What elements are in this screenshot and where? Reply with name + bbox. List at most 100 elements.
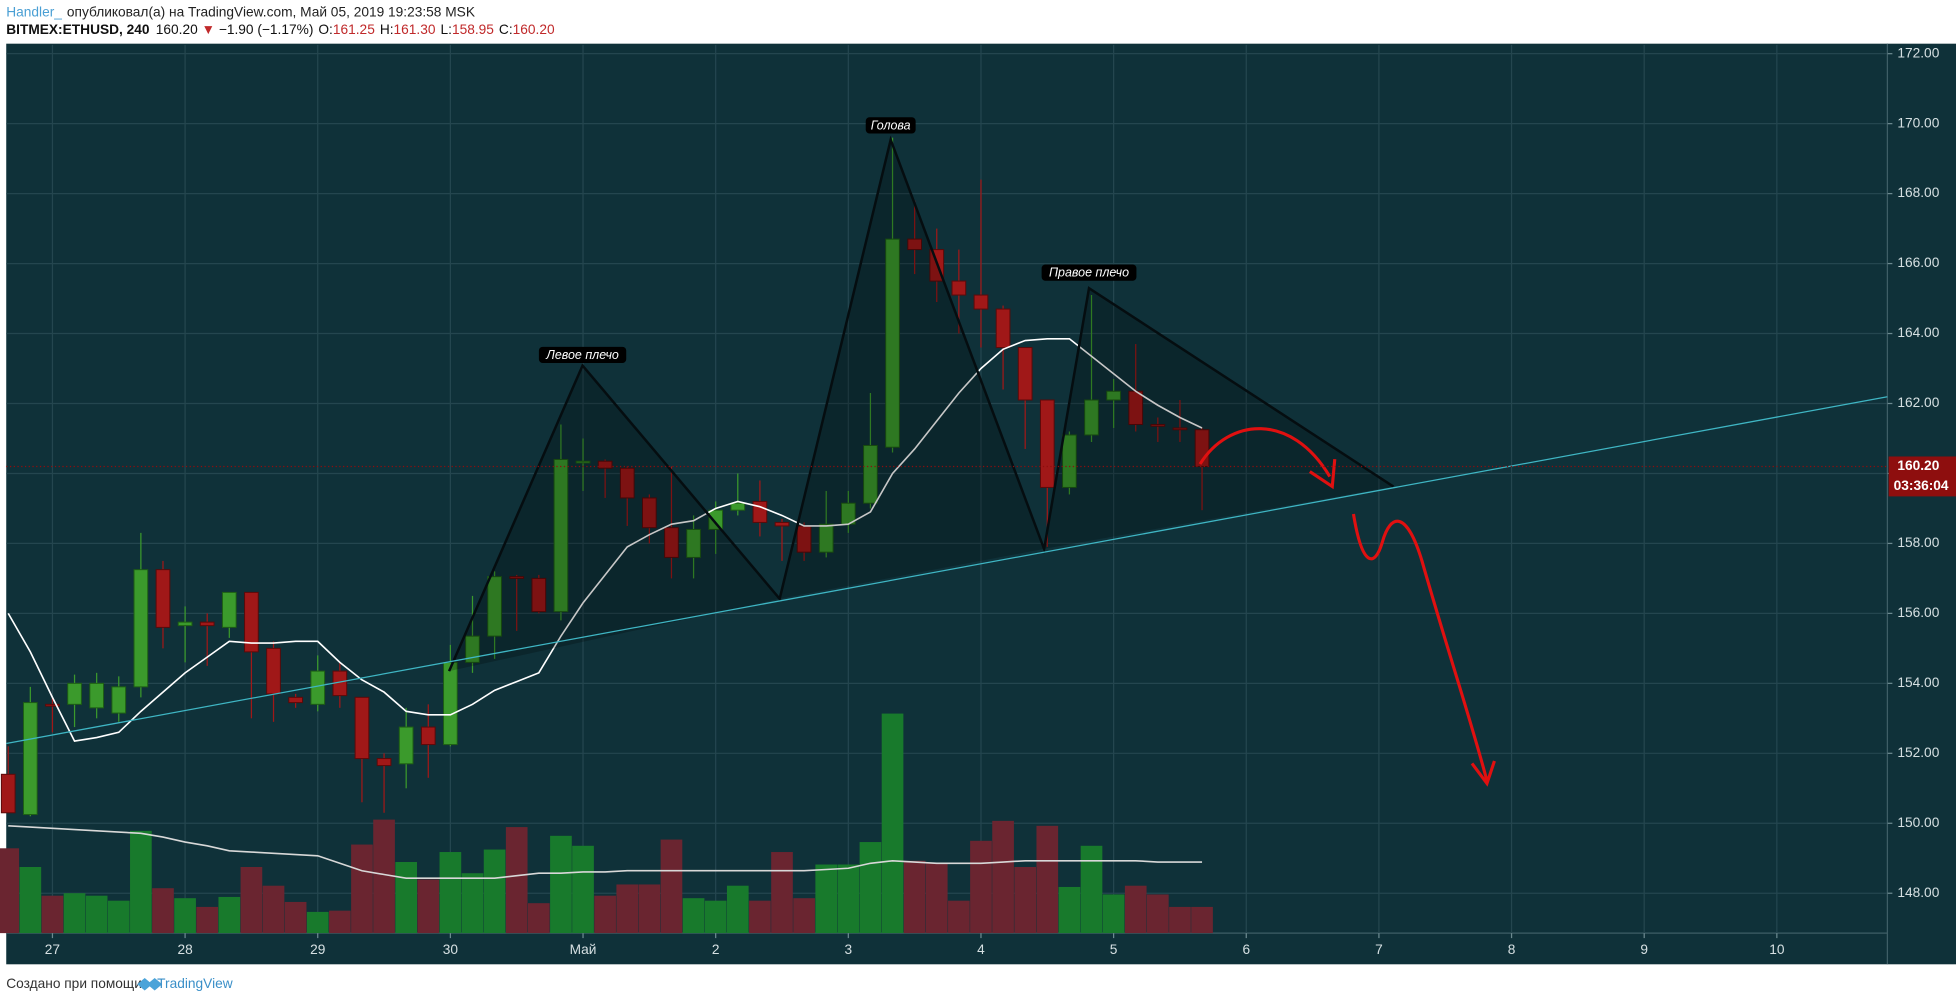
arrow-head	[1308, 458, 1337, 490]
candles	[0, 137, 1210, 817]
candle-body	[22, 702, 38, 816]
volume-bar	[329, 910, 351, 934]
candle-body	[199, 621, 215, 627]
candle-body	[177, 621, 193, 627]
arrow-path	[1198, 427, 1332, 478]
volume-bar	[1147, 894, 1169, 934]
candle-body	[708, 509, 724, 530]
header-line: Handler_ опубликовал(а) на TradingView.co…	[6, 4, 475, 19]
x-tick-label: 2	[712, 942, 720, 957]
volume-bar	[682, 898, 705, 934]
candle-body	[376, 758, 392, 767]
price: 160.20	[156, 22, 198, 37]
ohlc-key: L:	[441, 22, 452, 37]
annotation: Голова	[871, 118, 911, 132]
y-tick-label: 164.00	[1897, 325, 1939, 340]
volume-bar	[41, 895, 64, 934]
volume-bar	[1191, 906, 1213, 934]
price-axis	[1887, 43, 1956, 965]
candle-body	[597, 460, 613, 469]
ohlc-key: C:	[499, 22, 513, 37]
candle-body	[818, 523, 834, 553]
volume-bar	[749, 900, 771, 934]
candle-body	[398, 726, 414, 765]
volume-bar	[1124, 885, 1147, 934]
axes: 148.00 150.00 152.00 154.00 156.00 158.00 160.…	[6, 45, 1956, 957]
volume-bar	[63, 893, 86, 934]
ohlc-value: 158.95	[452, 22, 494, 37]
x-tick-label: 29	[310, 942, 325, 957]
x-tick-label: 30	[443, 942, 459, 957]
candle-body	[664, 527, 679, 558]
x-tick-label: 8	[1508, 942, 1516, 957]
volume-bar	[992, 820, 1014, 934]
candle-body	[45, 703, 60, 707]
volume-bar	[726, 885, 749, 934]
y-tick-label: 162.00	[1897, 395, 1939, 410]
volume-bar	[660, 839, 683, 934]
x-tick-label: 7	[1375, 942, 1383, 957]
x-tick-label: 4	[977, 942, 985, 957]
plot-background	[6, 43, 1888, 965]
candle-body	[1106, 390, 1121, 401]
volume-bar	[306, 911, 329, 934]
volume-bar	[284, 901, 307, 934]
volume-ma-line	[8, 825, 1203, 880]
head-shoulders-pattern	[447, 135, 1395, 672]
volume-bar	[85, 895, 108, 934]
y-tick-label: 168.00	[1897, 185, 1939, 200]
candle-body	[1039, 399, 1055, 488]
candle-body	[995, 308, 1011, 349]
candle-body	[443, 661, 458, 746]
candle-body	[863, 444, 878, 504]
y-tick-label: 152.00	[1897, 745, 1939, 760]
candle-body	[752, 500, 768, 523]
candle-body	[420, 726, 436, 746]
candle-body	[89, 682, 105, 709]
ma-line	[7, 337, 1203, 742]
candle-body	[686, 528, 701, 558]
candle-body	[67, 682, 82, 705]
volume-bar	[395, 862, 418, 934]
x-tick-label: 27	[45, 942, 60, 957]
change: −1.90 (−1.17%)	[219, 22, 314, 37]
candle-body	[1172, 427, 1188, 431]
ohlc: O:161.25 H:161.30 L:158.95 C:160.20	[318, 22, 555, 37]
arrow-head	[1470, 760, 1496, 787]
candle-body	[487, 576, 502, 637]
candle-body	[1150, 423, 1166, 427]
x-tick-label: 10	[1769, 942, 1785, 957]
volume-bar	[174, 898, 196, 934]
volume-bar	[948, 900, 970, 934]
volume-bar	[19, 867, 42, 934]
volume-bar	[107, 900, 130, 934]
volume-bar	[351, 844, 373, 934]
volume-bar	[881, 713, 904, 934]
candle-body	[973, 294, 989, 310]
candle-body	[465, 635, 480, 663]
candle-body	[730, 502, 746, 511]
y-tick-label: 156.00	[1897, 605, 1939, 620]
y-tick-label: 150.00	[1897, 815, 1939, 830]
x-tick-label: 28	[177, 942, 193, 957]
volume-bar	[572, 845, 594, 934]
candle-body	[155, 569, 171, 628]
candle-body	[553, 458, 569, 613]
volume-bar	[638, 884, 661, 934]
volume-bar	[1058, 886, 1081, 934]
ohlc-value: 161.30	[394, 22, 436, 37]
candle-body	[266, 647, 281, 695]
ohlc-key: H:	[380, 22, 394, 37]
volume-bar	[815, 864, 838, 934]
volume-bar	[262, 885, 285, 934]
volume-bar	[837, 864, 860, 934]
annotation: Правое плечо	[1049, 266, 1129, 280]
volume-bar	[1036, 825, 1059, 934]
footer-text: Создано при помощи	[6, 976, 142, 991]
volume-bar	[152, 888, 174, 934]
volume-bar	[218, 896, 241, 934]
y-tick-label: 166.00	[1897, 255, 1939, 270]
y-tick-label: 172.00	[1897, 45, 1939, 60]
